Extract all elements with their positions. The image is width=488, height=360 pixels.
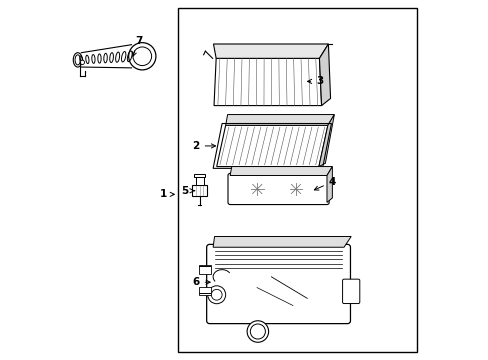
Bar (192, 185, 207, 197)
FancyBboxPatch shape (342, 279, 359, 303)
Ellipse shape (73, 53, 82, 67)
Text: 3: 3 (307, 76, 323, 86)
Text: 2: 2 (192, 141, 215, 151)
Bar (198, 287, 211, 296)
Bar (195, 177, 203, 185)
Bar (178, 8, 416, 352)
Text: 4: 4 (314, 177, 335, 190)
Polygon shape (213, 237, 350, 247)
Bar (194, 174, 204, 177)
Ellipse shape (75, 55, 80, 65)
Text: 7: 7 (132, 36, 142, 56)
Polygon shape (318, 114, 334, 167)
Polygon shape (230, 167, 332, 176)
Text: 5: 5 (182, 186, 194, 196)
Polygon shape (319, 44, 330, 105)
Polygon shape (225, 114, 334, 125)
Circle shape (250, 324, 265, 339)
Circle shape (211, 289, 222, 300)
Bar (198, 265, 211, 274)
Polygon shape (214, 58, 321, 105)
Circle shape (128, 42, 156, 70)
Circle shape (207, 286, 225, 304)
Circle shape (133, 47, 151, 66)
Polygon shape (213, 44, 328, 58)
Circle shape (246, 321, 268, 342)
FancyBboxPatch shape (206, 244, 350, 324)
Text: 1: 1 (160, 189, 174, 199)
FancyBboxPatch shape (227, 174, 328, 204)
Polygon shape (326, 167, 332, 202)
Polygon shape (216, 125, 327, 167)
Text: 6: 6 (192, 277, 210, 287)
Circle shape (80, 60, 84, 64)
